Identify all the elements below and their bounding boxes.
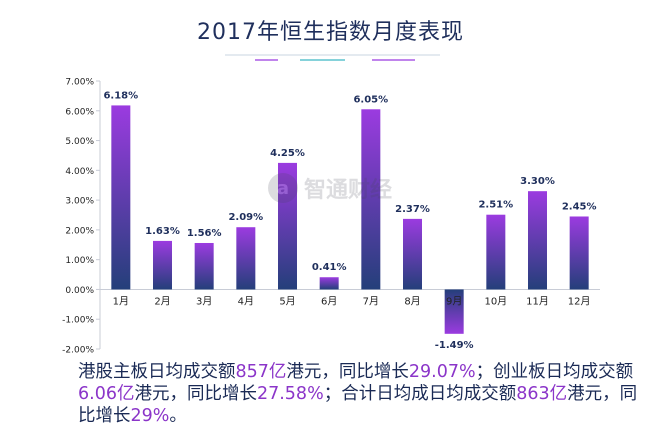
value-label: 3.30% — [520, 176, 555, 187]
note-text-7: 。 — [169, 406, 187, 426]
x-tick-label: 6月 — [321, 295, 337, 307]
bar-11月 — [528, 191, 547, 290]
x-axis-labels: 1月 2月 3月 4月 5月 6月 7月 8月 9月 10月 11月 12月 — [113, 295, 591, 307]
bar-8月 — [403, 218, 422, 290]
x-tick-label: 2月 — [154, 295, 170, 307]
note-value-total-growth: 29% — [130, 406, 170, 426]
bar-7月 — [361, 109, 381, 290]
y-tick-label: 3.00% — [65, 197, 94, 207]
value-label: 6.18% — [103, 90, 138, 101]
y-tick-label: 4.00% — [65, 167, 94, 177]
x-tick-label: 1月 — [113, 295, 129, 307]
x-tick-label: 5月 — [279, 295, 295, 307]
chart-title: 2017年恒生指数月度表现 — [197, 20, 464, 45]
note-text-4: 港元，同比增长 — [134, 384, 257, 404]
y-tick-label: 6.00% — [65, 107, 94, 117]
value-label: 2.09% — [228, 212, 263, 223]
bar-5月 — [278, 162, 297, 290]
x-tick-label: 8月 — [404, 295, 420, 307]
note-text-1: 港股主板日均成交额 — [78, 362, 236, 382]
bar-chart: 7.00% 6.00% 5.00% 4.00% 3.00% 2.00% 1.00% 0.00%… — [62, 54, 600, 356]
x-tick-label: 12月 — [568, 295, 591, 307]
value-labels: 6.18% 1.63% 1.56% 2.09% 4.25% 0.41% 6.05% 2.37%… — [103, 90, 596, 350]
y-tick-label: 2.00% — [65, 226, 94, 236]
note-text-2: 港元，同比增长 — [286, 362, 409, 382]
x-tick-label: 4月 — [238, 295, 254, 307]
note-text-6: 港元，同比增长 — [78, 384, 638, 426]
note-value-gem: 6.06亿 — [78, 384, 135, 404]
note-value-main-board: 857亿 — [235, 362, 287, 382]
note-value-gem-growth: 27.58% — [256, 384, 324, 404]
value-label: 6.05% — [353, 94, 388, 105]
note-text-5: ；合计日均成日均成交额 — [323, 384, 517, 404]
note-value-main-growth: 29.07% — [408, 362, 476, 382]
bar-9月 — [444, 289, 464, 334]
y-tick-label: 5.00% — [65, 137, 94, 147]
y-axis-ticks: 7.00% 6.00% 5.00% 4.00% 3.00% 2.00% 1.00% 0.00%… — [62, 78, 100, 356]
value-label: 1.56% — [187, 228, 222, 239]
bar-2月 — [153, 240, 172, 290]
bar-3月 — [194, 242, 214, 290]
bar-10月 — [486, 214, 506, 290]
bar-6月 — [319, 277, 339, 290]
bars — [111, 105, 589, 334]
value-label: 2.51% — [478, 200, 513, 211]
value-label: -1.49% — [435, 340, 474, 351]
value-label: 2.45% — [562, 201, 597, 212]
value-label: 1.63% — [145, 226, 180, 237]
zhitong-logo-icon: a — [268, 173, 298, 203]
x-tick-label: 3月 — [196, 295, 212, 307]
note-text-3: ；创业板日均成交额 — [475, 362, 634, 382]
y-tick-label: -1.00% — [62, 316, 94, 326]
bar-4月 — [236, 227, 256, 290]
y-tick-label: -2.00% — [62, 346, 94, 356]
note-value-total: 863亿 — [516, 384, 568, 404]
watermark-text: 智通财经 — [304, 178, 393, 203]
title-decoration — [225, 54, 440, 61]
value-label: 0.41% — [312, 262, 347, 273]
y-tick-label: 7.00% — [65, 78, 94, 88]
value-label: 2.37% — [395, 204, 430, 215]
x-tick-label: 9月 — [446, 295, 462, 307]
value-label: 4.25% — [270, 148, 305, 159]
watermark: a 智通财经 — [268, 172, 392, 204]
bar-12月 — [569, 216, 589, 290]
summary-note: 港股主板日均成交额857亿港元，同比增长29.07%；创业板日均成交额6.06亿… — [78, 361, 638, 427]
y-tick-label: 0.00% — [65, 286, 94, 296]
x-tick-label: 11月 — [526, 295, 549, 307]
bar-1月 — [111, 105, 131, 290]
x-tick-label: 10月 — [484, 295, 507, 307]
x-tick-label: 7月 — [363, 295, 379, 307]
y-tick-label: 1.00% — [65, 256, 94, 266]
